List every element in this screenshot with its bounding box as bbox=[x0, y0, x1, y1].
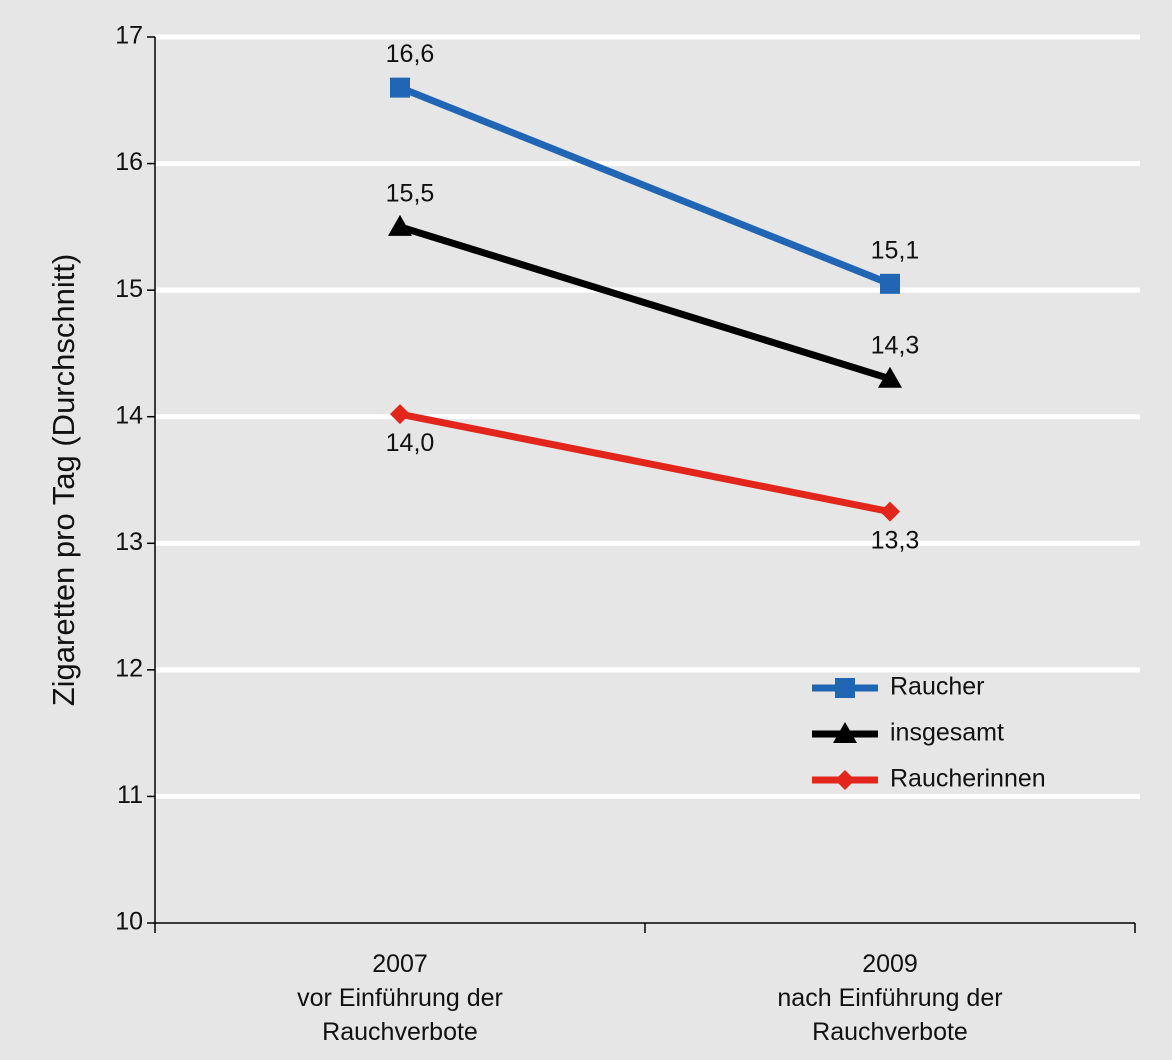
marker bbox=[835, 770, 855, 790]
y-axis-label: Zigaretten pro Tag (Durchschnitt) bbox=[46, 254, 81, 707]
series-line bbox=[398, 84, 892, 288]
data-label: 14,3 bbox=[871, 331, 920, 359]
legend-label: Raucherinnen bbox=[890, 765, 1046, 793]
data-label: 15,5 bbox=[386, 179, 435, 207]
data-label: 16,6 bbox=[386, 40, 435, 68]
data-label: 14,0 bbox=[386, 429, 435, 457]
x-tick-label: 2007 vor Einführung der Rauchverbote bbox=[297, 950, 503, 1046]
y-tick-label: 16 bbox=[115, 148, 143, 176]
legend-item: insgesamt bbox=[812, 719, 1004, 747]
series-line bbox=[398, 223, 892, 383]
data-label: 13,3 bbox=[871, 526, 920, 554]
y-tick-label: 15 bbox=[115, 275, 143, 303]
marker bbox=[880, 273, 900, 294]
legend-label: insgesamt bbox=[890, 719, 1004, 747]
marker bbox=[833, 722, 857, 743]
marker bbox=[390, 404, 410, 425]
legend-label: Raucher bbox=[890, 673, 985, 701]
marker bbox=[878, 366, 902, 388]
y-tick-label: 13 bbox=[115, 528, 143, 556]
y-tick-label: 17 bbox=[115, 22, 143, 50]
x-tick-label: 2009 nach Einführung der Rauchverbote bbox=[777, 950, 1002, 1046]
y-tick-label: 12 bbox=[115, 654, 143, 682]
y-tick-label: 10 bbox=[115, 908, 143, 936]
marker bbox=[835, 678, 855, 698]
legend-item: Raucher bbox=[812, 673, 985, 701]
data-label: 15,1 bbox=[871, 236, 920, 264]
y-tick-label: 14 bbox=[115, 401, 143, 429]
series-line bbox=[399, 410, 891, 516]
marker bbox=[388, 214, 412, 236]
marker bbox=[880, 501, 900, 522]
legend-item: Raucherinnen bbox=[812, 765, 1046, 793]
y-tick-label: 11 bbox=[117, 781, 143, 809]
marker bbox=[390, 77, 410, 98]
